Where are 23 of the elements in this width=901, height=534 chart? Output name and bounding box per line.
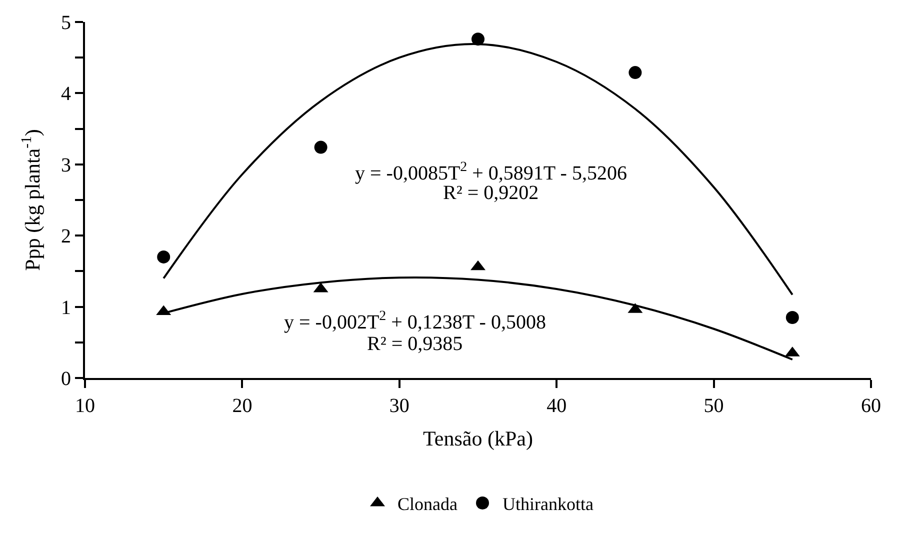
y-tick-label: 3 [61, 154, 71, 176]
x-tick-label: 10 [75, 395, 95, 417]
y-tick-label: 5 [61, 12, 71, 34]
point [314, 140, 328, 154]
legend-label: Clonada [398, 494, 458, 514]
x-tick-label: 20 [232, 395, 252, 417]
annotation: y = -0,0085T$^{2}$ + 0,5891T - 5,5206 [355, 160, 627, 184]
y-tick-label: 0 [61, 368, 71, 390]
y-tick-label: 4 [61, 83, 71, 106]
annotation: R² = 0,9385 [367, 333, 463, 355]
x-tick-label: 60 [861, 395, 881, 417]
x-axis-title: Tensão (kPa) [423, 426, 533, 451]
x-tick-label: 30 [389, 395, 410, 417]
x-tick-label: 50 [704, 395, 724, 417]
y-tick-label: 2 [61, 226, 71, 248]
point [157, 250, 170, 264]
annotation: y = -0,002T$^{2}$ + 0,1238T - 0,5008 [284, 309, 546, 334]
annotation: R² = 0,9202 [443, 182, 539, 204]
legend-label: Uthirankotta [502, 494, 594, 514]
x-tick-label: 40 [546, 395, 567, 417]
y-tick-label: 1 [61, 296, 71, 319]
point [786, 310, 799, 324]
point [628, 66, 642, 80]
